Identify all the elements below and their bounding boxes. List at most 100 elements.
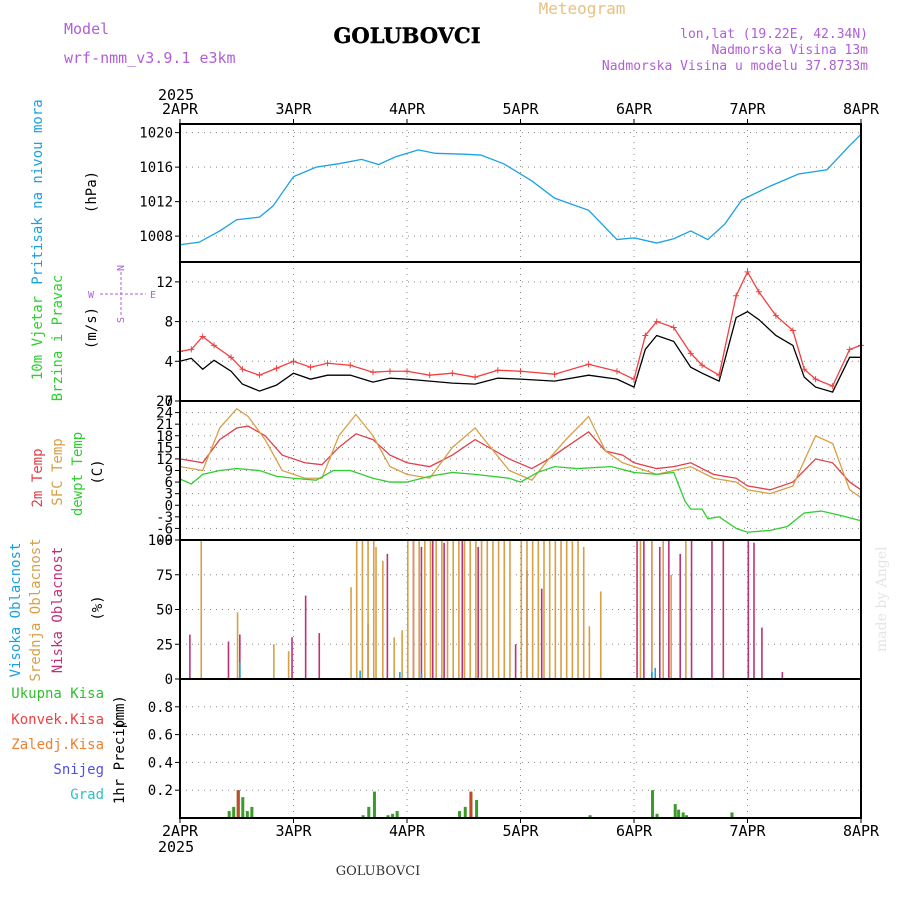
- clouds-bar: [273, 644, 275, 679]
- clouds-bar: [236, 612, 239, 679]
- clouds-bar: [722, 540, 725, 679]
- precip-bar: [245, 811, 249, 818]
- wind-gust-marker: [211, 342, 218, 349]
- precip-bar: [651, 790, 655, 818]
- frozen-precip-label: Zaledj.Kisa: [11, 737, 104, 753]
- clouds-bar: [480, 540, 483, 679]
- clouds-bar: [639, 540, 642, 679]
- x-tick-label-bottom: 3APR: [275, 822, 312, 840]
- clouds-bar: [375, 546, 377, 679]
- pressure-series-pritisak-na-nivou-mora: [179, 133, 862, 246]
- compass-n: N: [116, 265, 127, 271]
- chart-title: GOLUBOVCI: [333, 23, 480, 48]
- wind-series-gust: [179, 270, 862, 387]
- clouds-bar: [382, 560, 384, 679]
- wind-gust-marker: [772, 312, 779, 319]
- model-name: wrf-nmm_v3.9.1 e3km: [64, 49, 236, 67]
- chart-subtitle: Meteogram: [539, 0, 626, 18]
- precip-bar: [241, 797, 245, 818]
- x-tick-label-bottom: 5APR: [502, 822, 539, 840]
- temperature-ytick-label: -6: [156, 521, 173, 537]
- x-tick-label-bottom: 2APR: [162, 822, 199, 840]
- top-year-label: 2025: [158, 86, 194, 104]
- pressure-ytick-label: 1020: [139, 126, 173, 142]
- clouds-bar: [350, 587, 352, 679]
- temperature-ytick-label: 27: [156, 394, 173, 410]
- precip-bar: [250, 806, 254, 818]
- conv-precip-label: Konvek.Kisa: [11, 712, 104, 728]
- clouds-bar: [304, 595, 307, 679]
- footer-title: GOLUBOVCI: [336, 864, 421, 879]
- wind-gust-marker: [846, 346, 853, 353]
- clouds-bar: [685, 540, 687, 679]
- clouds-bar: [477, 546, 479, 679]
- clouds-bar: [239, 634, 241, 679]
- wind-series-speed: [179, 310, 861, 393]
- clouds-bar: [441, 540, 443, 679]
- precip-bar: [475, 799, 479, 818]
- precip-bar: [463, 806, 467, 818]
- clouds-bar: [486, 540, 489, 679]
- clouds-bar: [571, 540, 574, 679]
- x-tick-label-top: 6APR: [616, 100, 653, 118]
- precip-bar: [391, 813, 395, 818]
- clouds-bar: [452, 540, 454, 679]
- clouds-bar: [651, 540, 653, 679]
- clouds-bar: [355, 540, 358, 679]
- clouds-bar: [670, 574, 672, 679]
- clouds-bar: [747, 540, 750, 679]
- temperature-ytick-label: 15: [156, 440, 173, 456]
- clouds-bar: [393, 637, 395, 679]
- clouds-ytick-label: 50: [156, 603, 173, 619]
- clouds-ytick-label: 100: [148, 533, 173, 549]
- clouds-bar: [781, 672, 784, 679]
- wind-gust-marker: [290, 358, 297, 365]
- wind-axis-label-2: Brzina i Pravac: [50, 275, 66, 401]
- wind-gust-marker: [733, 292, 740, 299]
- wind-gust-marker: [449, 370, 456, 377]
- temperature-ytick-label: 0: [165, 498, 173, 514]
- precip-bar: [386, 815, 390, 818]
- x-tick-label-top: 3APR: [275, 100, 312, 118]
- wind-ytick-label: 12: [156, 275, 173, 291]
- wind-gust-marker: [829, 383, 836, 390]
- precip-bar: [227, 811, 231, 818]
- wind-axis-label-1: 10m Vjetar: [30, 296, 46, 380]
- clouds-bar: [565, 540, 568, 679]
- temperature-ytick-label: 12: [156, 452, 173, 468]
- dewpt-axis-label: dewpt Temp: [70, 432, 86, 516]
- wind-gust-marker: [687, 350, 694, 357]
- wind-gust-marker: [324, 360, 331, 367]
- x-tick-label-top: 8APR: [843, 100, 880, 118]
- clouds-bar: [429, 540, 432, 679]
- precip-bar: [372, 791, 376, 818]
- precip-bar: [655, 813, 659, 818]
- clouds-bar: [531, 540, 534, 679]
- clouds-bar: [420, 546, 423, 679]
- clouds-bar: [761, 627, 763, 679]
- pressure-ytick-label: 1016: [139, 160, 173, 176]
- precip-ytick-label: 0.4: [148, 755, 173, 771]
- clouds-bar: [497, 540, 500, 679]
- clouds-ytick-label: 75: [156, 568, 173, 584]
- precip-bar: [588, 815, 592, 818]
- clouds-bar: [662, 540, 664, 679]
- model-label: Model: [64, 20, 109, 38]
- precip-bar: [395, 811, 399, 818]
- temperature-ytick-label: 18: [156, 429, 173, 445]
- clouds-bar: [514, 644, 517, 679]
- precip-ytick-label: 0.2: [148, 783, 173, 799]
- clouds-bar: [318, 633, 321, 679]
- clouds-ytick-label: 25: [156, 637, 173, 653]
- clouds-bar: [668, 540, 670, 679]
- clouds-bar: [431, 540, 434, 679]
- clouds-bar: [753, 542, 755, 679]
- precip-bar: [367, 806, 371, 818]
- clouds-bar: [537, 540, 540, 679]
- station-elevation: Nadmorska Visina 13m: [711, 43, 868, 58]
- x-tick-label-top: 5APR: [502, 100, 539, 118]
- temperature-ytick-label: 6: [165, 475, 173, 491]
- clouds-bar: [690, 540, 693, 679]
- wind-gust-marker: [404, 368, 410, 375]
- mid-cloud-axis-label: Srednja Oblacnost: [28, 538, 44, 681]
